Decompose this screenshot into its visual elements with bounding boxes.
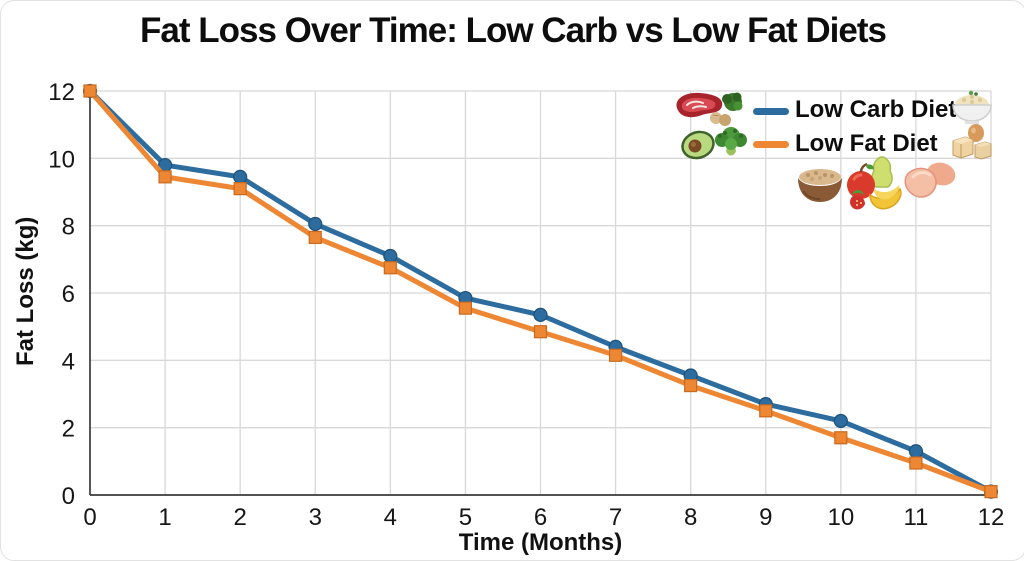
marker-low-carb-diet-3 [308,216,323,232]
marker-low-fat-diet-10 [834,431,848,445]
steak-mushrooms-broccoli-icon [673,89,751,134]
x-tick-9: 9 [759,504,772,531]
x-tick-3: 3 [309,504,322,531]
x-tick-5: 5 [459,504,472,531]
marker-low-fat-diet-5 [458,301,473,315]
marker-low-fat-diet-2 [233,182,247,196]
chicken-breast-icon [903,159,957,206]
x-tick-6: 6 [534,504,547,531]
marker-low-carb-diet-11 [908,444,924,459]
rice-bowl-icon [951,89,993,130]
x-tick-2: 2 [233,504,246,531]
marker-low-fat-diet-12 [984,485,998,499]
marker-low-fat-diet-8 [684,378,698,393]
x-tick-4: 4 [384,504,397,531]
x-tick-1: 1 [158,504,171,531]
legend-swatch-low-fat [753,141,789,148]
legend-swatch-low-carb [753,108,789,115]
marker-low-fat-diet-7 [608,348,623,362]
marker-low-fat-diet-6 [533,325,548,339]
y-tick-4: 4 [62,348,75,375]
marker-low-carb-diet-6 [533,307,548,322]
marker-low-fat-diet-1 [158,170,172,184]
marker-low-carb-diet-4 [383,248,398,264]
legend-label-low-carb: Low Carb Diet [795,96,957,123]
tofu-egg-icon [949,123,993,168]
y-tick-6: 6 [62,281,75,308]
marker-low-fat-diet-9 [759,404,773,418]
y-tick-2: 2 [62,416,75,443]
avocado-broccoli-icon [679,123,753,170]
x-tick-7: 7 [609,504,622,531]
x-tick-12: 12 [978,504,1005,531]
marker-low-fat-diet-4 [383,261,397,275]
y-tick-0: 0 [62,483,75,510]
x-tick-10: 10 [827,504,854,531]
x-tick-11: 11 [903,504,928,531]
marker-low-carb-diet-2 [233,169,248,184]
grain-bowl-icon [795,161,845,212]
x-axis-title: Time (Months) [458,529,623,556]
y-tick-8: 8 [62,214,75,241]
legend-label-low-fat: Low Fat Diet [795,130,938,157]
marker-low-carb-diet-10 [833,413,848,429]
marker-low-fat-diet-3 [308,230,322,245]
x-tick-0: 0 [83,504,96,531]
marker-low-fat-diet-0 [83,84,97,98]
fruits-icon [844,153,906,216]
y-tick-10: 10 [48,146,75,173]
y-axis-title: Fat Loss (kg) [12,216,39,366]
x-tick-8: 8 [684,504,697,531]
y-tick-12: 12 [48,79,75,106]
chart-title: Fat Loss Over Time: Low Carb vs Low Fat … [140,11,887,50]
marker-low-fat-diet-11 [909,456,923,470]
